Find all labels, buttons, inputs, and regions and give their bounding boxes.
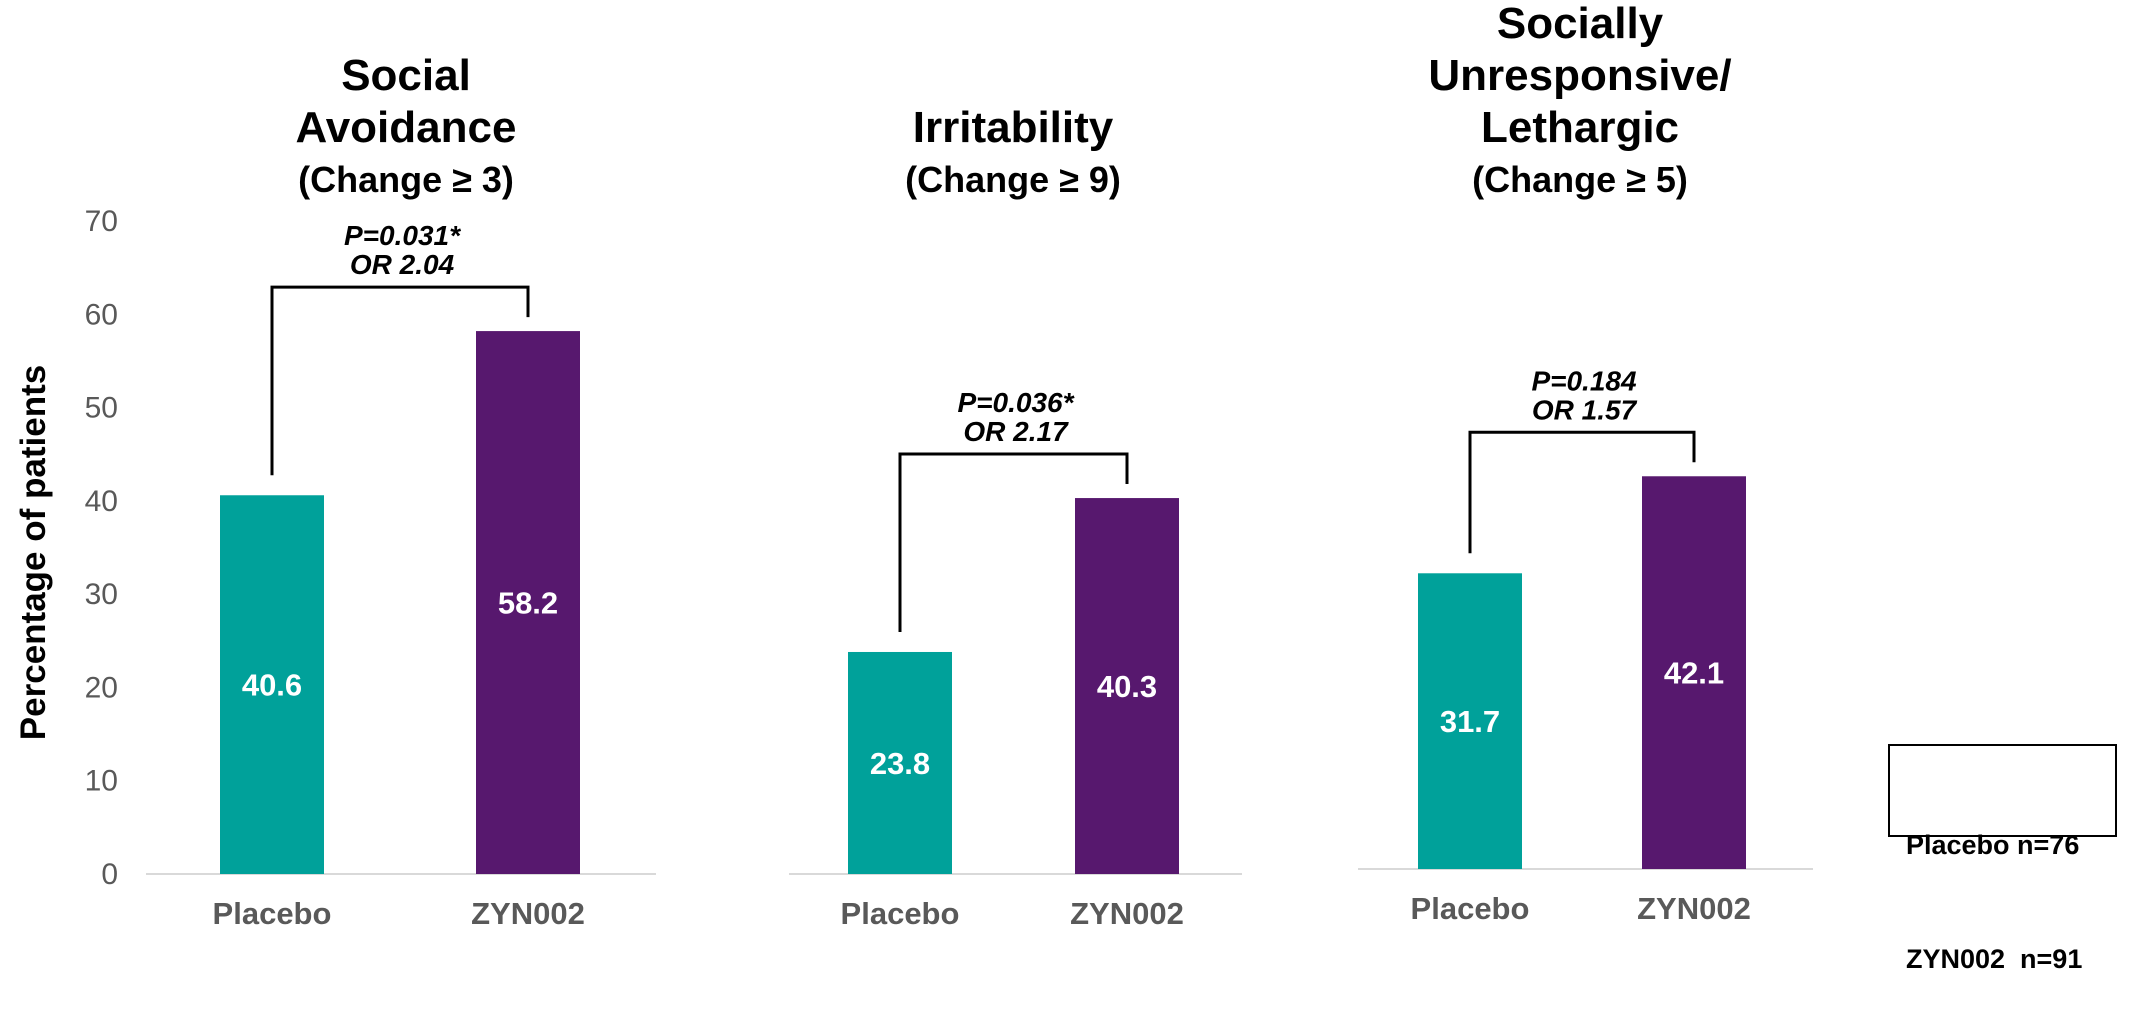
bar [1418, 573, 1522, 869]
panel-title-line: Unresponsive/ [1428, 51, 1731, 100]
bar-value-label: 40.6 [242, 668, 302, 703]
y-tick-label: 0 [101, 858, 118, 891]
significance-bracket [270, 285, 530, 476]
bar-value-label: 58.2 [498, 586, 558, 621]
x-tick-label: ZYN002 [1070, 896, 1184, 930]
bar-value-label: 31.7 [1440, 704, 1500, 739]
sample-size-placebo: Placebo n=76 [1906, 830, 2080, 860]
panel-subtitle: (Change ≥ 3) [298, 159, 514, 200]
panel-subtitle: (Change ≥ 9) [905, 159, 1121, 200]
sample-size-zyn002: ZYN002 n=91 [1906, 944, 2083, 974]
bar [848, 651, 952, 874]
panel-title-line: Social [341, 51, 471, 100]
significance-bracket [898, 452, 1129, 632]
y-axis-label: Percentage of patients [14, 365, 53, 740]
bar-value-label: 23.8 [870, 746, 930, 781]
p-value-label: P=0.184 [1531, 365, 1637, 396]
x-tick-label: Placebo [213, 896, 332, 930]
significance-bracket [1468, 430, 1696, 554]
panel-title-line: Lethargic [1481, 103, 1679, 152]
y-tick-label: 50 [85, 392, 118, 425]
odds-ratio-label: OR 2.17 [963, 416, 1069, 447]
bar [220, 495, 324, 874]
bar [1075, 498, 1179, 874]
panel-title-line: Socially [1497, 0, 1664, 48]
x-tick-label: ZYN002 [471, 896, 585, 930]
bar [476, 331, 580, 874]
panel-title-line: Irritability [913, 103, 1114, 152]
y-tick-label: 70 [85, 205, 118, 238]
panel-title-line: Avoidance [296, 103, 517, 152]
y-tick-label: 30 [85, 578, 118, 611]
x-tick-label: Placebo [841, 896, 960, 930]
odds-ratio-label: OR 2.04 [350, 249, 455, 280]
x-tick-label: ZYN002 [1637, 891, 1751, 926]
sample-size-box: Placebo n=76 ZYN002 n=91 [1888, 744, 2117, 974]
panel-subtitle: (Change ≥ 5) [1472, 159, 1688, 200]
bar-value-label: 42.1 [1664, 656, 1724, 691]
p-value-label: P=0.031* [344, 220, 461, 251]
p-value-label: P=0.036* [958, 387, 1075, 418]
x-tick-label: Placebo [1411, 891, 1530, 926]
chart: Percentage of patients 0 10 20 30 40 50 60 70 (Ch… [14, 0, 1813, 930]
y-tick-label: 60 [85, 298, 118, 331]
bar [1642, 476, 1746, 869]
odds-ratio-label: OR 1.57 [1532, 394, 1638, 425]
y-tick-label: 40 [85, 485, 118, 518]
y-tick-label: 20 [85, 671, 118, 704]
bar-value-label: 40.3 [1097, 669, 1157, 704]
y-tick-label: 10 [85, 765, 118, 798]
